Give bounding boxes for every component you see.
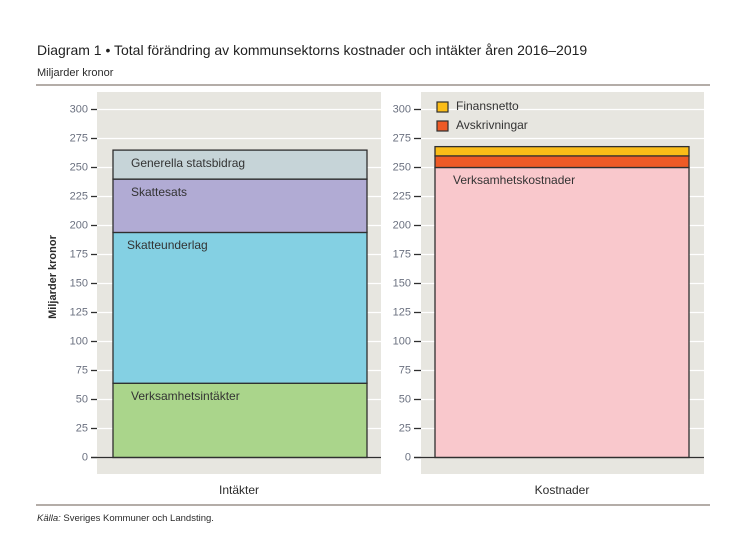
segment-label-verksamhetskostnader: Verksamhetskostnader [453, 173, 575, 187]
plot-area: Verksamhetsintäkter Skatteunderlag Skattes… [47, 92, 704, 497]
legend-label: Finansnetto [456, 99, 519, 113]
y-tick-label: 300 [70, 103, 88, 115]
segment-label-verksamhetsintakter: Verksamhetsintäkter [131, 389, 240, 403]
legend-item-finansnetto: Finansnetto [436, 99, 519, 113]
segment-label-generella-statsbidrag: Generella statsbidrag [131, 156, 245, 170]
source-note: Källa: Sveriges Kommuner och Landsting. [37, 513, 214, 524]
category-label-intakter: Intäkter [219, 483, 259, 497]
source-label: Källa: [37, 513, 61, 524]
y-tick-label: 75 [76, 364, 88, 376]
y-tick-label: 0 [405, 451, 411, 463]
y-tick-label: 50 [76, 393, 88, 405]
legend: Finansnetto Avskrivningar [436, 99, 528, 132]
y-tick-label: 300 [393, 103, 411, 115]
y-tick-label: 250 [70, 161, 88, 173]
bar-segment-verksamhetsintakter [112, 382, 368, 459]
y-tick-label: 100 [70, 335, 88, 347]
figure-title: Diagram 1 • Total förändring av kommunse… [37, 42, 587, 58]
y-tick-label: 25 [399, 422, 411, 434]
segment-label-skatteunderlag: Skatteunderlag [127, 238, 208, 252]
source-text: Sveriges Kommuner och Landsting. [61, 513, 214, 524]
segment-label-skattesats: Skattesats [131, 185, 187, 199]
legend-label: Avskrivningar [456, 118, 528, 132]
y-tick-label: 75 [399, 364, 411, 376]
y-tick-label: 0 [82, 451, 88, 463]
bar-segment-verksamhetskostnader [434, 166, 690, 459]
y-tick-label: 125 [70, 306, 88, 318]
panel-intakter: Verksamhetsintäkter Skatteunderlag Skattes… [70, 92, 381, 497]
y-tick-label: 250 [393, 161, 411, 173]
y-tick-label: 275 [393, 132, 411, 144]
y-tick-label: 225 [393, 190, 411, 202]
y-axis-label: Miljarder kronor [47, 234, 59, 318]
y-tick-label: 25 [76, 422, 88, 434]
y-tick-label: 200 [70, 219, 88, 231]
panel-kostnader: Verksamhetskostnader 0 25 50 75 100 125 150 175 2… [393, 92, 704, 497]
bar-segment-avskrivningar [434, 155, 690, 169]
bar-segment-skatteunderlag [112, 231, 368, 384]
bar-segment-skattesats [112, 178, 368, 234]
y-tick-label: 200 [393, 219, 411, 231]
y-tick-label: 275 [70, 132, 88, 144]
legend-item-avskrivningar: Avskrivningar [436, 118, 528, 132]
y-tick-label: 225 [70, 190, 88, 202]
y-tick-label: 175 [393, 248, 411, 260]
y-tick-label: 150 [70, 277, 88, 289]
bar-segment-finansnetto [434, 145, 690, 157]
bar-segment-generella-statsbidrag [112, 149, 368, 180]
y-tick-label: 125 [393, 306, 411, 318]
category-label-kostnader: Kostnader [535, 483, 590, 497]
legend-swatch [436, 120, 449, 132]
legend-swatch [436, 101, 449, 113]
figure-subtitle: Miljarder kronor [37, 67, 114, 79]
y-tick-label: 50 [399, 393, 411, 405]
y-tick-label: 175 [70, 248, 88, 260]
y-tick-label: 100 [393, 335, 411, 347]
y-tick-label: 150 [393, 277, 411, 289]
